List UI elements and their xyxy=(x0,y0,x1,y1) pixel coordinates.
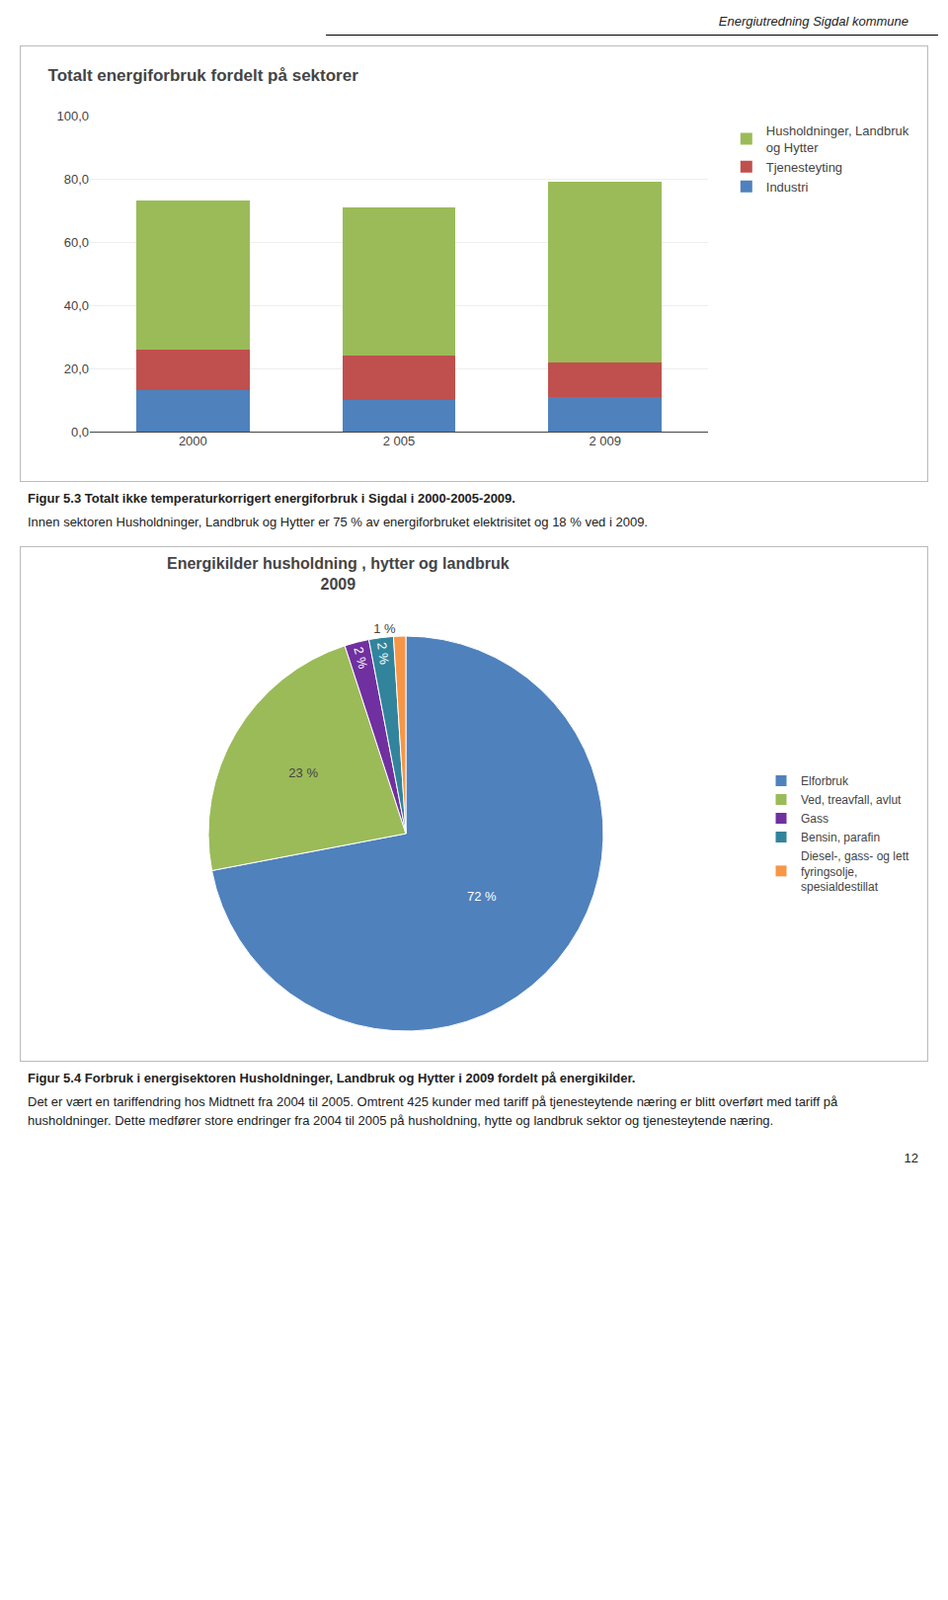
svg-text:40,0: 40,0 xyxy=(64,298,89,314)
svg-text:Husholdninger, Landbrukog Hytt: Husholdninger, Landbrukog Hytter xyxy=(766,123,910,156)
svg-text:1 %: 1 % xyxy=(373,621,396,636)
svg-text:Bensin, parafin: Bensin, parafin xyxy=(800,830,880,845)
svg-text:2000: 2000 xyxy=(178,433,208,449)
svg-text:Totalt energiforbruk fordelt p: Totalt energiforbruk fordelt på sektorer xyxy=(48,66,360,85)
html-text:Energiutredning Sigdal kommune: Energiutredning Sigdal kommune xyxy=(718,13,909,29)
svg-text:2 009: 2 009 xyxy=(588,433,622,449)
html-text:Figur 5.4 Forbruk i energisekt: Figur 5.4 Forbruk i energisektoren Husho… xyxy=(27,1070,636,1086)
svg-text:80,0: 80,0 xyxy=(64,171,89,187)
svg-text:Diesel-, gass- og lettfyringso: Diesel-, gass- og lettfyringsolje,spesia… xyxy=(800,849,910,894)
svg-text:0,0: 0,0 xyxy=(71,424,89,440)
svg-text:23 %: 23 % xyxy=(288,765,318,781)
svg-text:2 005: 2 005 xyxy=(383,433,416,449)
html-text:Figur 5.3 Totalt ikke temperat: Figur 5.3 Totalt ikke temperaturkorriger… xyxy=(27,490,516,506)
svg-text:Gass: Gass xyxy=(800,811,829,826)
svg-text:Elforbruk: Elforbruk xyxy=(800,774,850,789)
svg-text:2 %: 2 % xyxy=(374,641,393,667)
svg-text:2 %: 2 % xyxy=(350,644,371,671)
html-text:Innen sektoren Husholdninger,: Innen sektoren Husholdninger, Landbruk o… xyxy=(27,514,648,530)
svg-text:20,0: 20,0 xyxy=(64,361,89,377)
html-text:Det er vært en tariffendring h: Det er vært en tariffendring hos Midtnet… xyxy=(27,1094,838,1128)
svg-text:100,0: 100,0 xyxy=(56,108,89,124)
svg-text:Tjenesteyting: Tjenesteyting xyxy=(766,159,843,175)
svg-text:Industri: Industri xyxy=(766,179,809,195)
svg-text:Ved, treavfall, avlut: Ved, treavfall, avlut xyxy=(800,792,902,807)
svg-text:72 %: 72 % xyxy=(467,888,497,904)
svg-text:60,0: 60,0 xyxy=(64,235,89,250)
html-text:12: 12 xyxy=(904,1150,919,1166)
svg-text:Energikilder husholdning , hyt: Energikilder husholdning , hytter og lan… xyxy=(166,554,510,593)
